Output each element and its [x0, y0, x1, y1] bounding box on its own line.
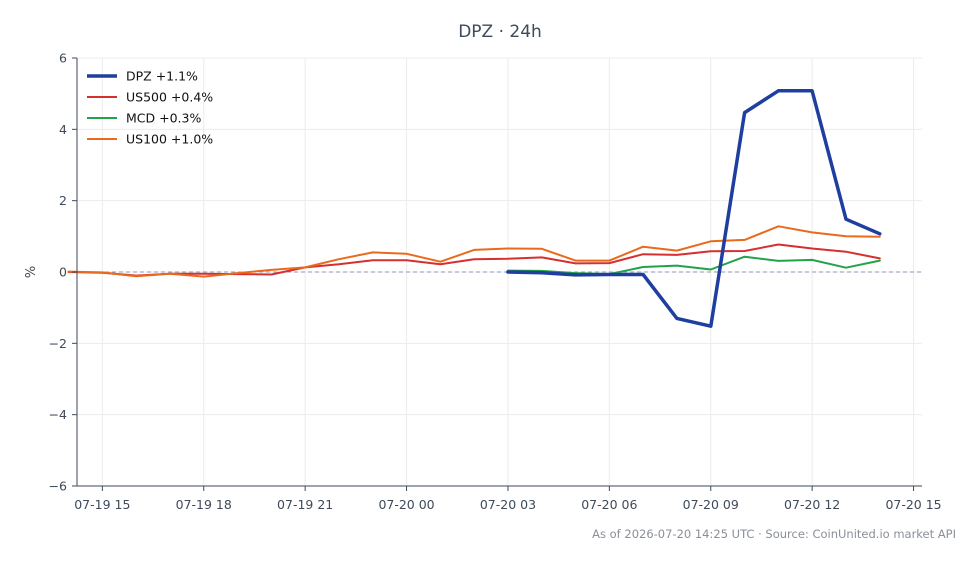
legend-label: DPZ +1.1% [126, 69, 198, 84]
series-line-us500 [67, 243, 881, 277]
x-tick-label: 07-20 06 [581, 497, 637, 512]
chart-title: DPZ · 24h [458, 22, 542, 42]
x-tick-label: 07-20 03 [480, 497, 536, 512]
x-tick-label: 07-20 12 [784, 497, 840, 512]
x-tick-label: 07-20 15 [885, 497, 941, 512]
y-tick-label: 6 [59, 51, 67, 66]
y-tick-label: −4 [49, 407, 67, 422]
legend-label: US500 +0.4% [126, 90, 213, 105]
series-line-us100 [67, 225, 881, 278]
legend-label: MCD +0.3% [126, 111, 201, 126]
y-tick-label: −6 [49, 479, 67, 494]
x-tick-label: 07-19 15 [74, 497, 130, 512]
series-line-dpz [506, 89, 882, 328]
x-axis-ticks: 07-19 15 07-19 18 07-19 21 07-20 00 07-20 03… [74, 486, 942, 512]
y-tick-label: −2 [49, 336, 67, 351]
x-tick-label: 07-20 00 [378, 497, 434, 512]
x-tick-label: 07-19 21 [277, 497, 333, 512]
y-axis-ticks: −6 −4 −2 0 2 4 6 [49, 51, 77, 494]
legend-label: US100 +1.0% [126, 132, 213, 147]
legend: DPZ +1.1% US500 +0.4% MCD +0.3% US100 +1.0% [87, 69, 213, 147]
y-tick-label: 2 [59, 193, 67, 208]
y-tick-label: 0 [59, 265, 67, 280]
y-axis-label: % [24, 266, 39, 278]
x-tick-label: 07-20 09 [683, 497, 739, 512]
series-line-mcd [506, 255, 881, 276]
y-tick-label: 4 [59, 122, 67, 137]
series-lines [67, 89, 882, 328]
footer-source-note: As of 2026-07-20 14:25 UTC · Source: Coi… [592, 527, 956, 541]
x-tick-label: 07-19 18 [176, 497, 232, 512]
